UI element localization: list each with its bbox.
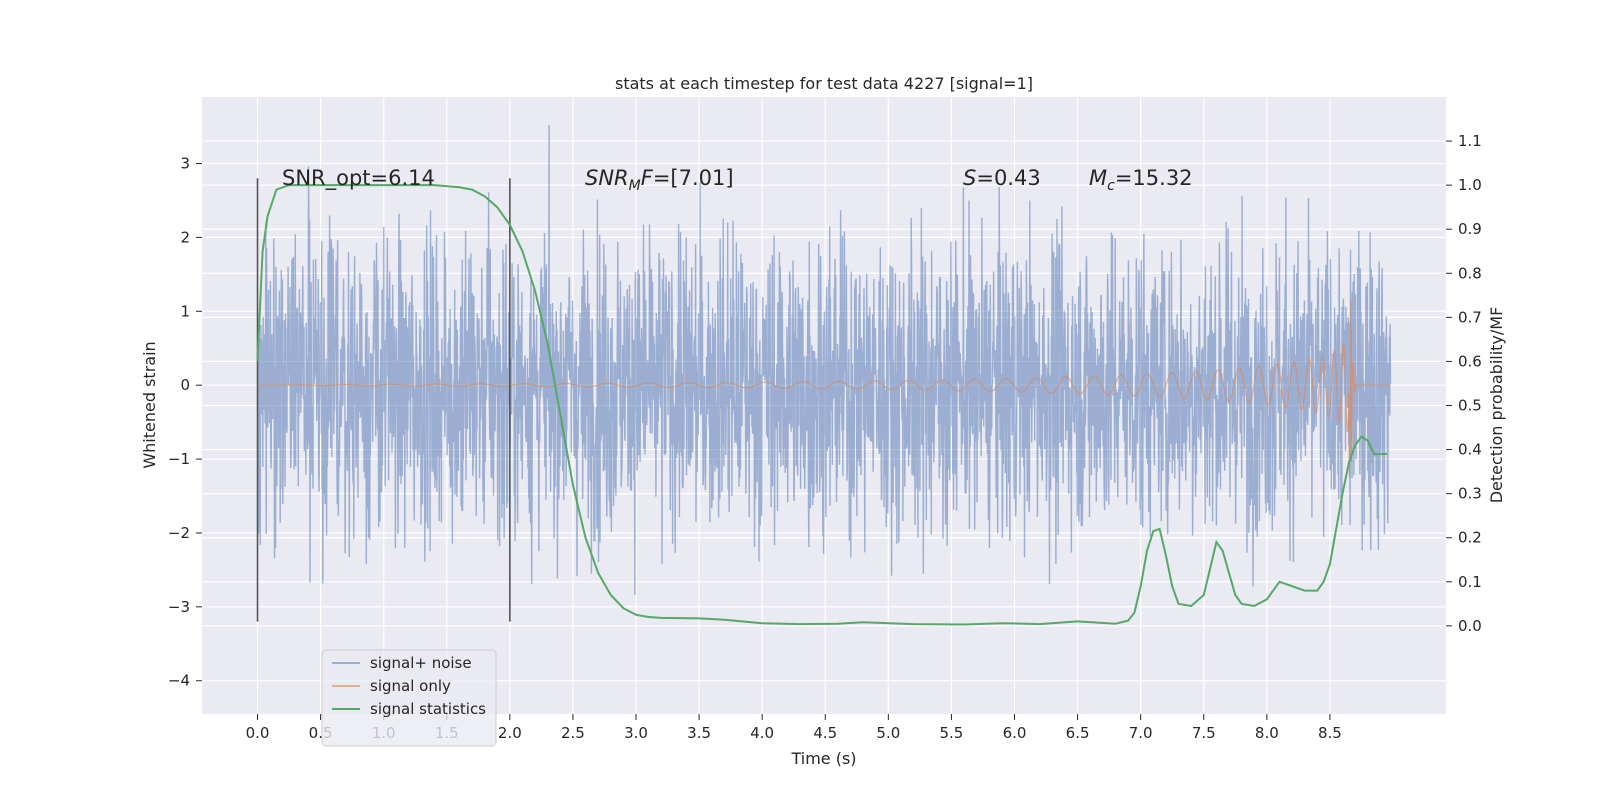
y-tick-label: 0 <box>180 376 190 394</box>
annotation-mc-rest: =15.32 <box>1115 166 1193 190</box>
annotation-snr-mf-rest-italic: F <box>641 166 654 190</box>
series-signal-only <box>257 300 1391 478</box>
y-tick-label: −1 <box>168 450 190 468</box>
y-tick-label-right: 0.8 <box>1458 264 1482 282</box>
y-tick-label: 2 <box>180 228 190 246</box>
annotation-mc-sub: c <box>1107 178 1115 194</box>
legend-box <box>321 649 497 747</box>
y-tick-label: 1 <box>180 302 190 320</box>
annotation-snr-opt: SNR_opt=6.14 <box>282 166 435 191</box>
x-tick-label: 8.5 <box>1318 724 1342 742</box>
annotation-snr-mf-sub: M <box>629 178 641 194</box>
x-tick-label: 6.0 <box>1003 724 1027 742</box>
y-tick-label-right: 0.1 <box>1458 573 1482 591</box>
y-tick-label-right: 0.6 <box>1458 352 1482 370</box>
y-tick-label-right: 0.3 <box>1458 485 1482 503</box>
series-signal-plus-noise <box>256 125 1392 596</box>
x-axis-title: Time (s) <box>790 749 856 768</box>
x-tick-label: 4.5 <box>813 724 837 742</box>
x-tick-label: 8.0 <box>1255 724 1279 742</box>
y-tick-label: −3 <box>168 598 190 616</box>
x-tick-label: 3.5 <box>687 724 711 742</box>
y-tick-label-right: 0.2 <box>1458 529 1482 547</box>
vline-layer <box>256 178 511 622</box>
annotation-mc: Mc=15.32 <box>1089 166 1193 194</box>
x-tick-label: 2.0 <box>498 724 522 742</box>
x-tick-label: 6.5 <box>1066 724 1090 742</box>
annotation-snr-mf: SNRMF=[7.01] <box>585 166 734 194</box>
x-tick-label: 5.0 <box>876 724 900 742</box>
annotation-s: S=0.43 <box>963 166 1041 190</box>
y-tick-label-right: 0.5 <box>1458 397 1482 415</box>
tick-layer: 0.00.51.01.52.02.53.03.54.04.55.05.56.06… <box>168 132 1482 742</box>
x-tick-label: 7.0 <box>1129 724 1153 742</box>
y-axis-title: Whitened strain <box>140 341 159 468</box>
plot-title: stats at each timestep for test data 422… <box>615 74 1033 93</box>
annotation-snr-mf-rest: =[7.01] <box>653 166 734 190</box>
y-tick-label-right: 0.0 <box>1458 617 1482 635</box>
x-tick-label: 7.5 <box>1192 724 1216 742</box>
x-tick-label: 3.0 <box>624 724 648 742</box>
y-tick-label-right: 1.1 <box>1458 132 1482 150</box>
legend-label-signal-statistics: signal statistics <box>370 700 486 718</box>
y-tick-label: −4 <box>168 672 190 690</box>
y-tick-label-right: 0.9 <box>1458 220 1482 238</box>
x-tick-label: 4.0 <box>750 724 774 742</box>
y-tick-label: −2 <box>168 524 190 542</box>
y-axis-title-right: Detection probability/MF <box>1487 307 1506 504</box>
x-tick-label: 0.0 <box>246 724 270 742</box>
legend-label-signal-plus-noise: signal+ noise <box>370 654 472 672</box>
y-tick-label-right: 1.0 <box>1458 176 1482 194</box>
legend: signal+ noise signal only signal statist… <box>321 649 497 747</box>
plot-area <box>256 125 1392 626</box>
annotation-snr-mf-base: SNR <box>585 166 629 190</box>
y-tick-label: 3 <box>180 155 190 173</box>
annotation-s-italic: S <box>963 166 976 190</box>
series-signal-statistics <box>256 184 1387 626</box>
legend-label-signal-only: signal only <box>370 677 451 695</box>
x-tick-label: 2.5 <box>561 724 585 742</box>
annotation-mc-italic: M <box>1089 166 1107 190</box>
x-tick-label: 5.5 <box>939 724 963 742</box>
annotation-s-rest: =0.43 <box>976 166 1040 190</box>
y-tick-label-right: 0.7 <box>1458 308 1482 326</box>
y-tick-label-right: 0.4 <box>1458 441 1482 459</box>
